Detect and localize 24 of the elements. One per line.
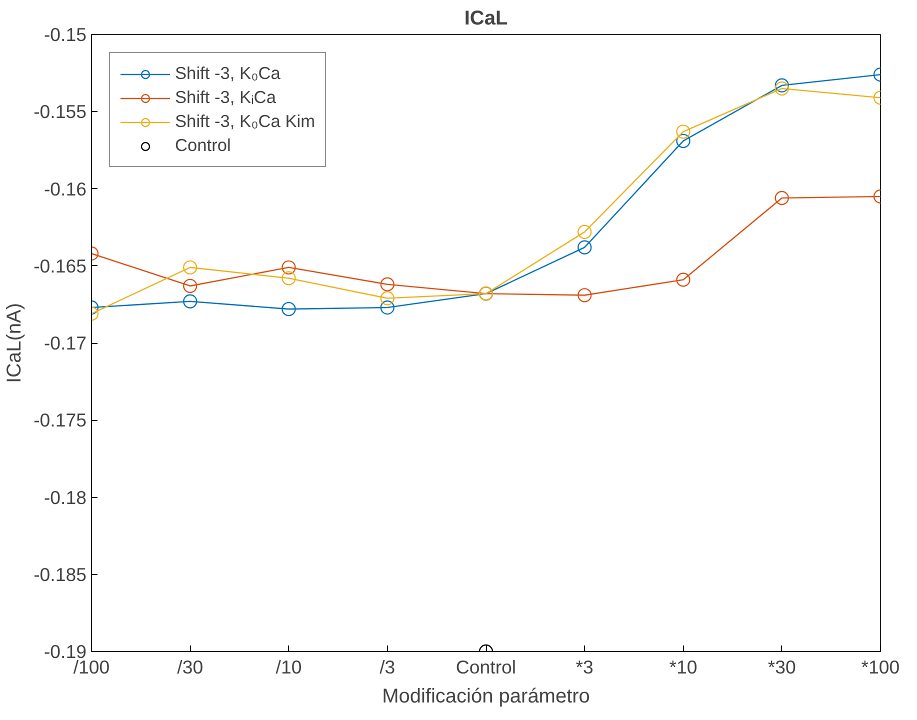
legend-label: Shift -3, KᵢCa — [175, 87, 276, 108]
legend-label: Shift -3, K₀Ca Kim — [175, 111, 316, 132]
x-tick-label: /10 — [276, 656, 302, 678]
x-tick-label: /3 — [380, 656, 396, 678]
y-tick-label: -0.155 — [34, 101, 87, 122]
x-tick-label: *100 — [861, 656, 900, 678]
x-tick-label: *30 — [768, 656, 796, 678]
x-tick-label: /100 — [73, 656, 110, 678]
chart-title: ICaL — [464, 8, 508, 30]
legend-label: Shift -3, K₀Ca — [175, 63, 280, 84]
y-tick-label: -0.185 — [34, 564, 87, 585]
x-tick-label: *10 — [669, 656, 698, 678]
y-tick-label: -0.175 — [34, 410, 87, 431]
x-tick-label: /30 — [177, 656, 204, 678]
y-tick-label: -0.17 — [44, 332, 87, 354]
y-tick-label: -0.18 — [44, 486, 87, 508]
x-tick-label: *3 — [576, 656, 594, 678]
y-tick-label: -0.16 — [44, 178, 87, 200]
x-axis-title: Modificación parámetro — [382, 686, 590, 708]
y-axis-title: ICaL(nA) — [4, 302, 26, 384]
legend-label: Control — [175, 135, 231, 156]
x-tick-label: Control — [456, 656, 516, 678]
y-tick-label: -0.165 — [34, 255, 87, 276]
y-tick-label: -0.15 — [44, 24, 87, 45]
